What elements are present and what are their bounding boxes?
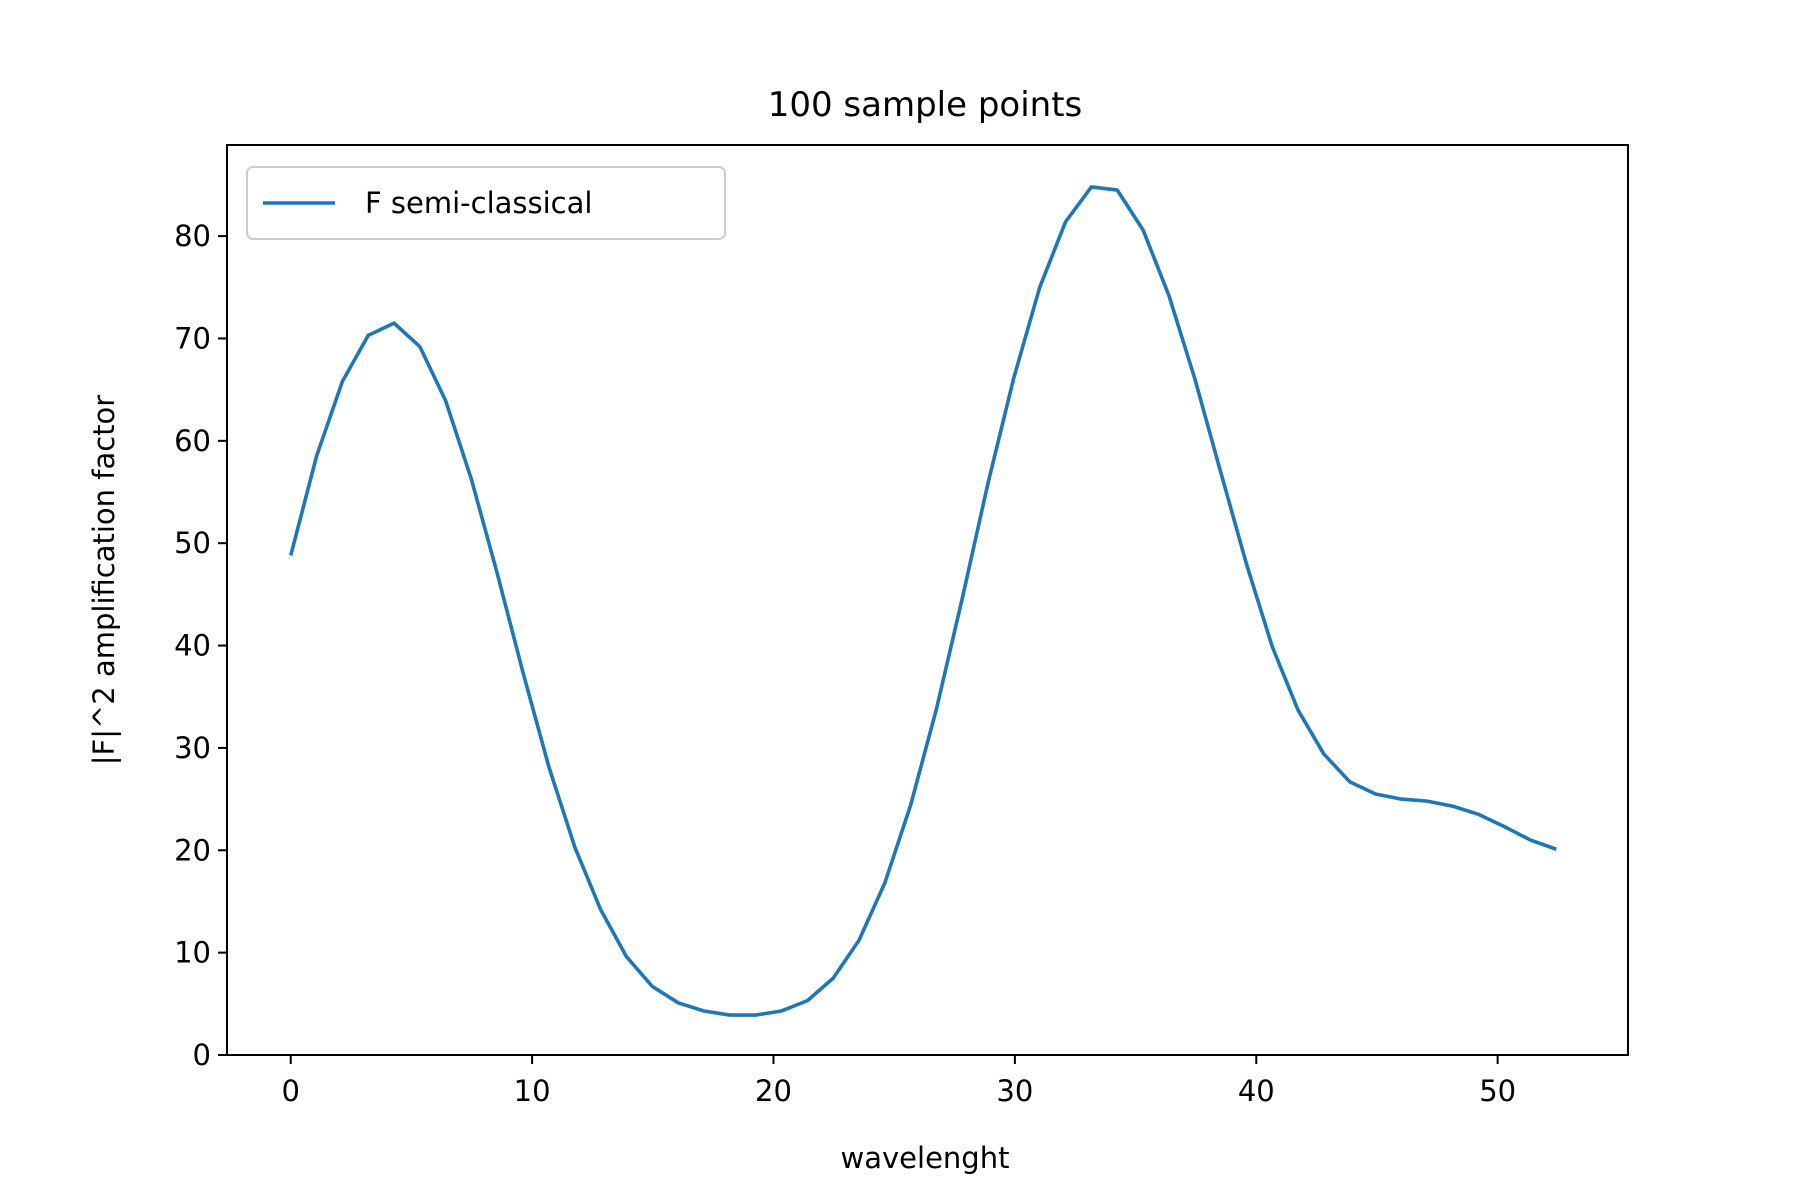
y-tick-label: 0 <box>193 1038 211 1072</box>
x-tick-label: 40 <box>1238 1074 1275 1108</box>
legend-label: F semi-classical <box>365 186 592 220</box>
x-tick-label: 20 <box>755 1074 792 1108</box>
series-line-0 <box>288 185 1557 1017</box>
y-tick-label: 60 <box>174 424 211 458</box>
x-tick-label: 50 <box>1479 1074 1516 1108</box>
legend-box <box>246 166 726 240</box>
x-axis-label: wavelenght <box>841 1141 1010 1175</box>
y-tick-label: 70 <box>174 321 211 355</box>
y-tick-label: 20 <box>174 833 211 867</box>
y-tick-label: 30 <box>174 731 211 765</box>
x-tick-label: 10 <box>514 1074 551 1108</box>
axes-frame <box>226 144 1629 1056</box>
y-tick-label: 40 <box>174 629 211 663</box>
y-tick-label: 10 <box>174 936 211 970</box>
chart-title: 100 sample points <box>768 85 1083 125</box>
x-tick-label: 30 <box>996 1074 1033 1108</box>
y-tick-label: 50 <box>174 526 211 560</box>
y-tick-label: 80 <box>174 219 211 253</box>
x-tick-label: 0 <box>281 1074 299 1108</box>
y-axis-label: |F|^2 amplification factor <box>87 395 121 766</box>
